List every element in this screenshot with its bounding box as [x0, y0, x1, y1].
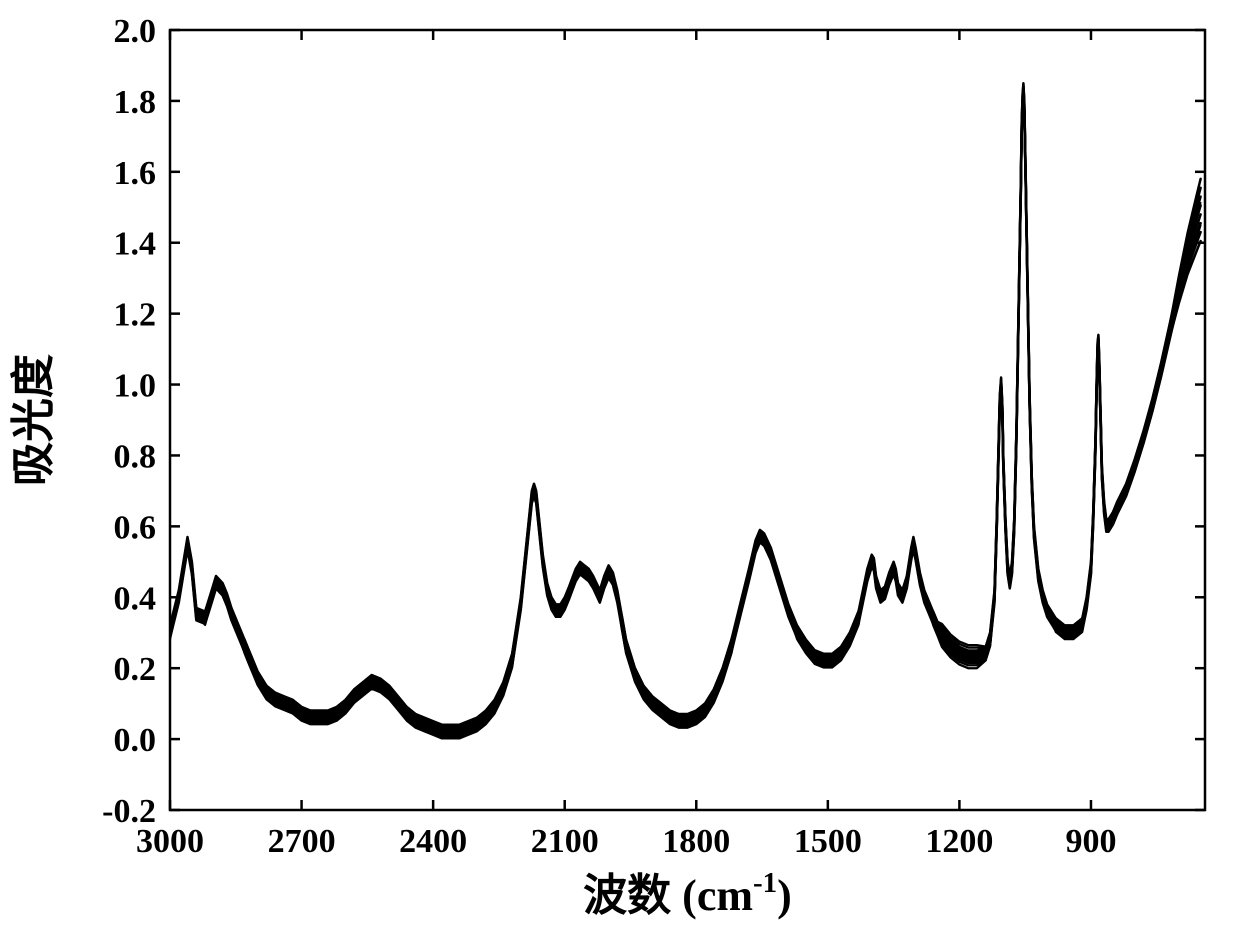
y-tick-label: 0.2 — [114, 651, 157, 688]
spectrum-trace — [170, 87, 1201, 729]
x-tick-label: 900 — [1065, 823, 1116, 860]
spectrum-trace — [170, 89, 1201, 731]
spectrum-trace — [170, 96, 1201, 738]
spectra-group — [170, 83, 1201, 738]
y-tick-label: 0.4 — [114, 580, 157, 617]
spectrum-trace — [170, 94, 1201, 736]
y-tick-label: 0.8 — [114, 438, 157, 475]
y-tick-label: 0.0 — [114, 722, 157, 759]
y-tick-label: -0.2 — [102, 793, 156, 830]
spectrum-trace — [170, 85, 1201, 727]
y-axis-label: 吸光度 — [9, 354, 58, 486]
x-tick-label: 2100 — [531, 823, 599, 860]
y-tick-label: 1.2 — [114, 297, 157, 334]
chart-svg: 3000270024002100180015001200900-0.20.00.… — [0, 0, 1240, 939]
x-tick-label: 1500 — [794, 823, 862, 860]
spectrum-trace — [170, 90, 1201, 732]
spectrum-chart: 3000270024002100180015001200900-0.20.00.… — [0, 0, 1240, 939]
y-tick-label: 0.6 — [114, 509, 157, 546]
y-tick-label: 1.4 — [114, 226, 157, 263]
x-tick-label: 1800 — [662, 823, 730, 860]
x-tick-label: 2700 — [268, 823, 336, 860]
y-tick-label: 1.8 — [114, 84, 157, 121]
x-tick-label: 1200 — [925, 823, 993, 860]
x-axis-label: 波数 (cm-1) — [583, 867, 792, 920]
x-tick-label: 2400 — [399, 823, 467, 860]
y-tick-label: 2.0 — [114, 13, 157, 50]
y-tick-label: 1.6 — [114, 155, 157, 192]
spectrum-trace — [170, 83, 1201, 725]
spectrum-trace — [170, 92, 1201, 734]
y-tick-label: 1.0 — [114, 368, 157, 405]
